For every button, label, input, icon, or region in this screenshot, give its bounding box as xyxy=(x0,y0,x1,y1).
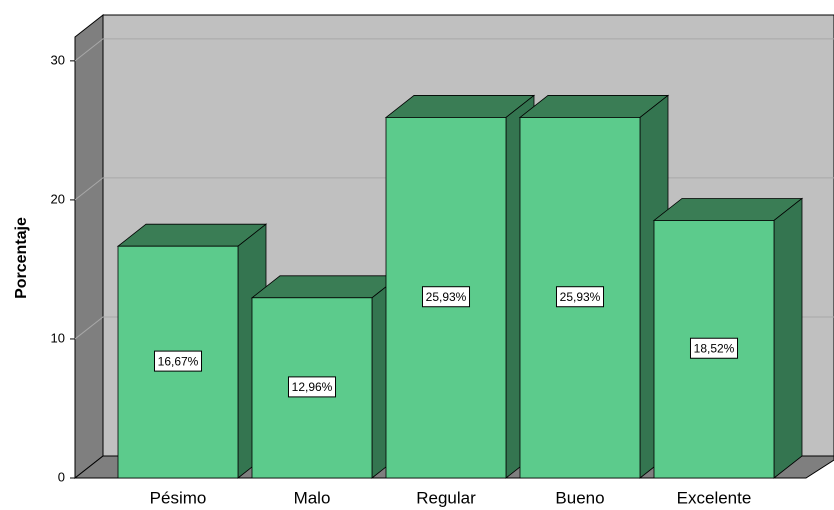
value-label: 18,52% xyxy=(694,341,735,355)
value-label: 16,67% xyxy=(158,354,199,368)
value-label-box xyxy=(153,350,203,372)
value-label-box xyxy=(287,376,337,398)
value-label: 25,93% xyxy=(426,290,467,304)
x-tick-label: Malo xyxy=(294,488,331,507)
y-tick-label: 30 xyxy=(51,52,65,67)
y-tick-label: 0 xyxy=(58,469,65,484)
value-label: 25,93% xyxy=(560,290,601,304)
x-tick-label: Excelente xyxy=(677,488,752,507)
value-label-box xyxy=(555,286,605,308)
y-tick-label: 20 xyxy=(51,191,65,206)
y-axis-label: Porcentaje xyxy=(13,217,30,299)
x-tick-label: Bueno xyxy=(555,488,604,507)
x-tick-label: Pésimo xyxy=(150,488,207,507)
y-tick-label: 10 xyxy=(51,330,65,345)
side-wall xyxy=(74,13,104,480)
value-label-box xyxy=(421,286,471,308)
x-tick-label: Regular xyxy=(416,488,476,507)
value-label: 12,96% xyxy=(292,380,333,394)
bar-side xyxy=(773,197,803,479)
grid-line xyxy=(74,38,834,62)
value-label-box xyxy=(689,337,739,359)
